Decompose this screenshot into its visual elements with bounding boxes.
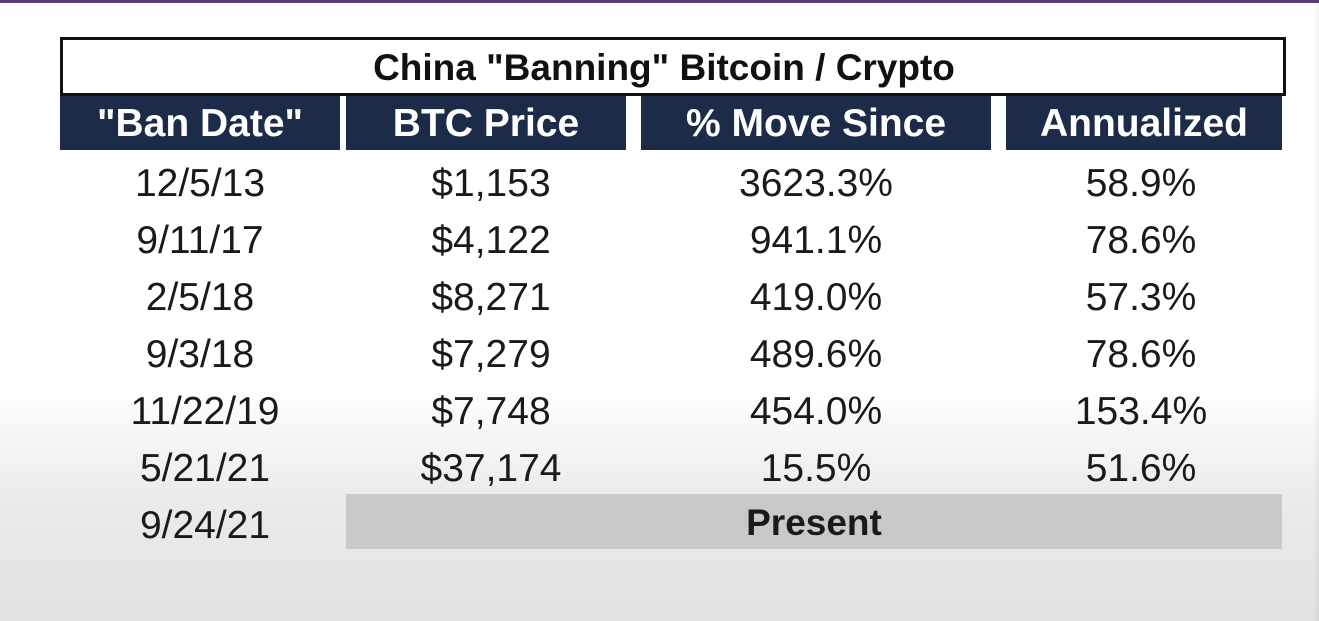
cell-annualized: 78.6% bbox=[1085, 333, 1197, 376]
cell-btc-price: $1,153 bbox=[431, 162, 551, 205]
cell-annualized: 153.4% bbox=[1074, 390, 1208, 433]
present-bar: Present bbox=[346, 494, 1282, 549]
cell-annualized: 58.9% bbox=[1085, 162, 1197, 205]
cell-ban-date: 2/5/18 bbox=[145, 276, 255, 319]
cell-annualized: 51.6% bbox=[1085, 447, 1197, 490]
cell-ban-date: 11/22/19 bbox=[130, 390, 280, 433]
cell-btc-price: $7,748 bbox=[431, 390, 551, 433]
right-edge-shadow bbox=[1313, 0, 1319, 621]
cell-ban-date: 9/3/18 bbox=[145, 333, 255, 376]
cell-move-since: 941.1% bbox=[749, 219, 883, 262]
cell-ban-date: 9/11/17 bbox=[136, 219, 264, 262]
cell-annualized: 78.6% bbox=[1085, 219, 1197, 262]
cell-move-since: 489.6% bbox=[749, 333, 883, 376]
column-header-annualized: Annualized bbox=[1006, 96, 1282, 150]
cell-annualized: 57.3% bbox=[1085, 276, 1197, 319]
cell-move-since: 3623.3% bbox=[739, 162, 893, 205]
cell-btc-price: $7,279 bbox=[431, 333, 551, 376]
cell-move-since: 454.0% bbox=[749, 390, 883, 433]
table-title: China "Banning" Bitcoin / Crypto bbox=[60, 37, 1286, 96]
cell-ban-date: 12/5/13 bbox=[134, 162, 266, 205]
cell-ban-date: 5/21/21 bbox=[139, 447, 271, 490]
top-border-line bbox=[0, 0, 1319, 3]
cell-move-since: 419.0% bbox=[749, 276, 883, 319]
column-header-move-since: % Move Since bbox=[641, 96, 991, 150]
cell-btc-price: $4,122 bbox=[431, 219, 551, 262]
cell-btc-price: $37,174 bbox=[420, 447, 562, 490]
cell-ban-date-present: 9/24/21 bbox=[139, 504, 271, 547]
column-header-btc-price: BTC Price bbox=[346, 96, 626, 150]
cell-move-since: 15.5% bbox=[760, 447, 872, 490]
column-header-ban-date: "Ban Date" bbox=[60, 96, 340, 150]
cell-btc-price: $8,271 bbox=[431, 276, 551, 319]
